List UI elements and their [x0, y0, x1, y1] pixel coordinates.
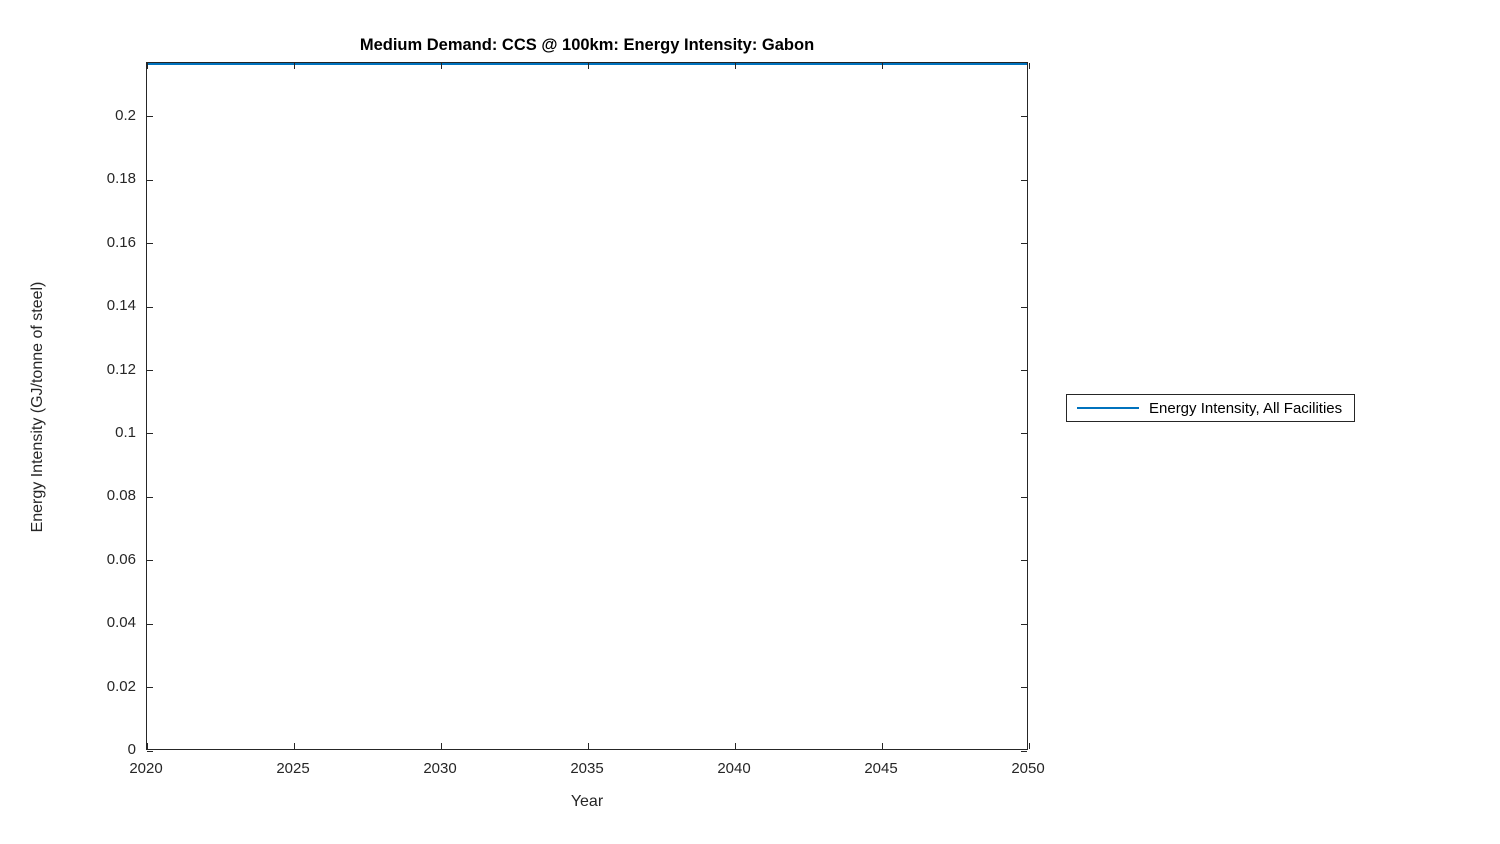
x-tick: [587, 63, 589, 69]
x-tick: [293, 63, 295, 69]
y-tick: [1021, 433, 1027, 435]
y-tick: [1021, 623, 1027, 625]
chart-title: Medium Demand: CCS @ 100km: Energy Inten…: [359, 36, 815, 54]
y-tick: [1021, 750, 1027, 752]
x-tick-label: 2030: [423, 760, 457, 777]
legend-label: Energy Intensity, All Facilities: [1149, 399, 1343, 417]
y-tick: [147, 306, 153, 308]
y-tick: [1021, 496, 1027, 498]
x-tick: [1028, 63, 1030, 69]
y-tick: [147, 687, 153, 689]
y-tick-label: 0.06: [106, 550, 136, 568]
y-tick-label: 0.1: [115, 423, 136, 441]
x-tick-label: 2040: [717, 760, 751, 777]
x-tick: [734, 63, 736, 69]
y-tick: [1021, 243, 1027, 245]
y-tick: [1021, 179, 1027, 181]
x-axis-label: Year: [570, 793, 604, 810]
y-tick: [147, 243, 153, 245]
x-tick: [146, 743, 148, 749]
x-tick-label: 2045: [864, 760, 898, 777]
y-tick: [147, 623, 153, 625]
x-tick: [293, 743, 295, 749]
y-axis-label: Energy Intensity (GJ/tonne of steel): [29, 281, 46, 533]
x-tick: [440, 743, 442, 749]
legend-line-sample: [1077, 407, 1139, 409]
y-tick: [147, 116, 153, 118]
y-tick: [147, 750, 153, 752]
y-tick-label: 0.2: [115, 106, 136, 124]
y-tick: [1021, 306, 1027, 308]
y-tick: [1021, 560, 1027, 562]
x-tick: [587, 743, 589, 749]
y-tick: [1021, 687, 1027, 689]
legend: Energy Intensity, All Facilities: [1066, 394, 1356, 422]
x-tick-label: 2035: [570, 760, 604, 777]
y-tick-label: 0.08: [106, 487, 136, 505]
y-tick-label: 0.12: [106, 360, 136, 378]
y-tick: [147, 433, 153, 435]
y-tick: [147, 560, 153, 562]
x-tick: [1028, 743, 1030, 749]
y-tick: [147, 179, 153, 181]
y-tick-label: 0.14: [106, 297, 136, 315]
x-tick: [146, 63, 148, 69]
x-tick: [881, 63, 883, 69]
x-tick: [440, 63, 442, 69]
y-tick-label: 0.18: [106, 170, 136, 188]
y-tick-label: 0.02: [106, 677, 136, 695]
y-tick: [147, 496, 153, 498]
x-tick: [881, 743, 883, 749]
y-tick-label: 0.16: [106, 233, 136, 251]
y-tick-label: 0.04: [106, 614, 136, 632]
y-tick: [1021, 116, 1027, 118]
y-tick-label: 0: [127, 741, 136, 758]
plot-area: [146, 62, 1030, 752]
x-tick-label: 2025: [276, 760, 310, 777]
energy-intensity-line: [147, 63, 1027, 65]
y-tick: [147, 370, 153, 372]
x-tick-label: 2050: [1011, 760, 1045, 777]
y-tick: [1021, 370, 1027, 372]
x-tick: [734, 743, 736, 749]
x-tick-label: 2020: [129, 760, 163, 777]
